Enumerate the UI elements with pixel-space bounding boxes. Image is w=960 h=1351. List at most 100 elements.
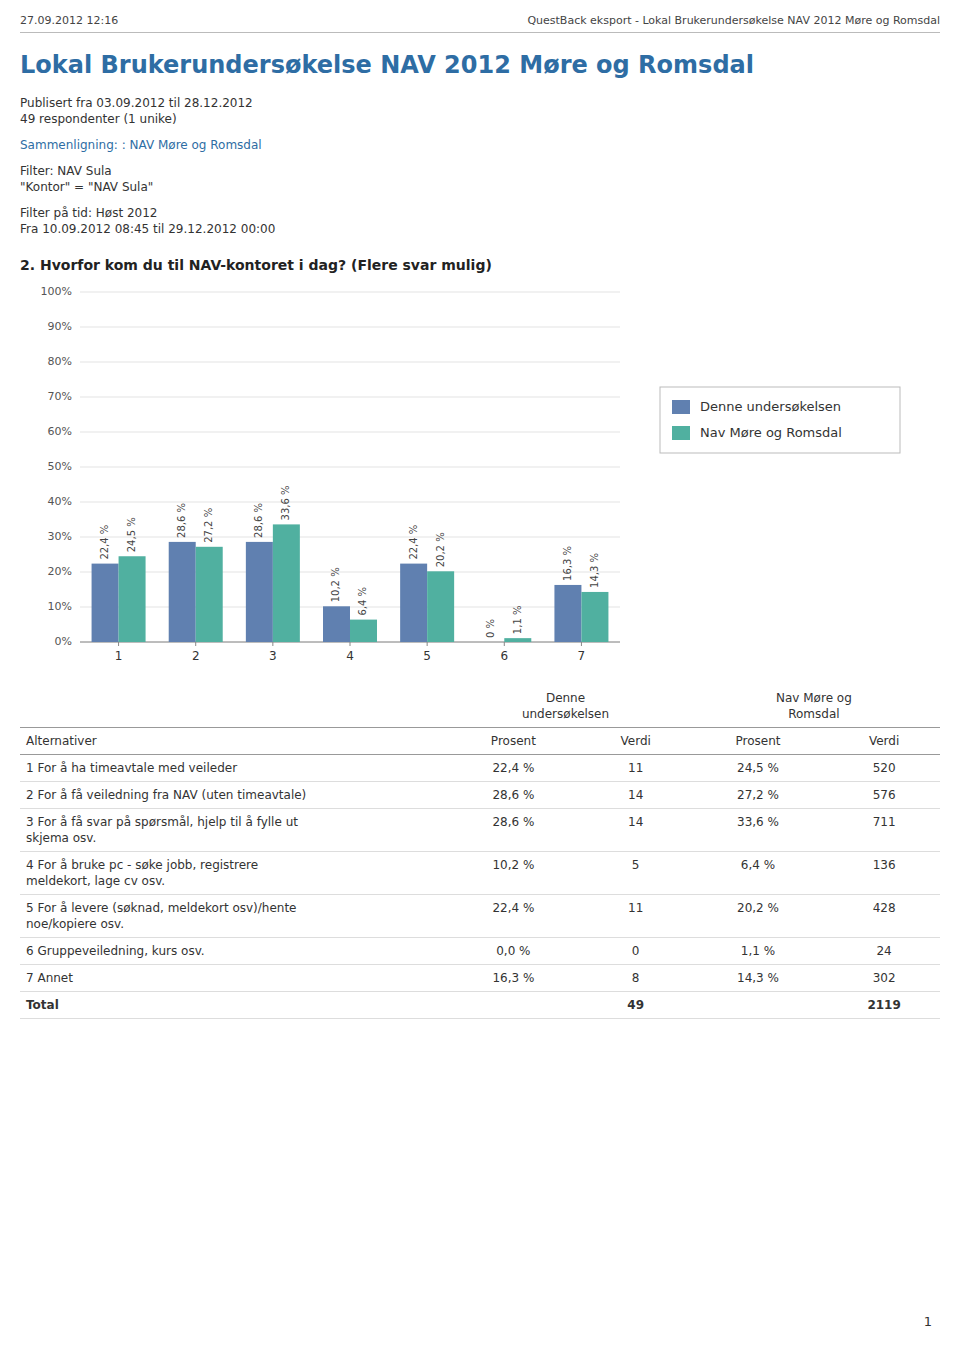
table-row: Total492119: [20, 992, 940, 1019]
bar: [169, 542, 196, 642]
table-cell: 302: [828, 965, 940, 992]
table-row: 2 For å få veiledning fra NAV (uten time…: [20, 782, 940, 809]
filter: "Kontor" = "NAV Sula": [20, 179, 940, 195]
table-cell: [443, 992, 583, 1019]
table-row: 4 For å bruke pc - søke jobb, registrere…: [20, 852, 940, 895]
data-label: 33,6 %: [280, 485, 291, 520]
table-row: 1 For å ha timeavtale med veileder22,4 %…: [20, 755, 940, 782]
subtitle: 49 respondenter (1 unike): [20, 111, 940, 127]
table-cell: 4 For å bruke pc - søke jobb, registrere…: [20, 852, 443, 895]
table-cell: 5 For å levere (søknad, meldekort osv)/h…: [20, 895, 443, 938]
x-tick-label: 4: [346, 649, 354, 663]
grid-line: [80, 292, 620, 293]
table-cell: 20,2 %: [688, 895, 828, 938]
x-tick: [118, 642, 119, 646]
x-tick: [350, 642, 351, 646]
bar: [273, 524, 300, 642]
y-tick-label: 40%: [48, 495, 72, 508]
legend-label: Denne undersøkelsen: [700, 399, 841, 414]
x-tick-label: 2: [192, 649, 200, 663]
main-title: Lokal Brukerundersøkelse NAV 2012 Møre o…: [20, 51, 940, 79]
table-cell: Total: [20, 992, 443, 1019]
column-header: Verdi: [828, 728, 940, 755]
bar: [477, 642, 504, 643]
data-label: 10,2 %: [331, 567, 342, 602]
data-label: 6,4 %: [358, 587, 369, 616]
bar: [119, 556, 146, 642]
x-tick: [272, 642, 273, 646]
table-cell: 0: [584, 938, 688, 965]
table-cell: 711: [828, 809, 940, 852]
x-tick: [427, 642, 428, 646]
bar: [246, 542, 273, 642]
data-label: 28,6 %: [253, 503, 264, 538]
table-row: 7 Annet16,3 %814,3 %302: [20, 965, 940, 992]
chart: 0%10%20%30%40%50%60%70%80%90%100%22,4 %2…: [20, 277, 940, 677]
table-cell: 24,5 %: [688, 755, 828, 782]
table-cell: [688, 992, 828, 1019]
y-tick-label: 60%: [48, 425, 72, 438]
x-tick-label: 1: [115, 649, 123, 663]
table-cell: 520: [828, 755, 940, 782]
table-cell: 27,2 %: [688, 782, 828, 809]
bar: [92, 564, 119, 642]
table-cell: 14,3 %: [688, 965, 828, 992]
table-cell: 16,3 %: [443, 965, 583, 992]
comparison: Sammenligning: : NAV Møre og Romsdal: [20, 137, 940, 153]
data-label: 22,4 %: [408, 525, 419, 560]
table-cell: 10,2 %: [443, 852, 583, 895]
time-filter: Fra 10.09.2012 08:45 til 29.12.2012 00:0…: [20, 221, 940, 237]
data-label: 16,3 %: [562, 546, 573, 581]
grid-line: [80, 432, 620, 433]
y-tick-label: 30%: [48, 530, 72, 543]
data-label: 1,1 %: [512, 606, 523, 635]
data-labels: 22,4 %28,6 %28,6 %10,2 %22,4 %0 %16,3 %2…: [99, 485, 600, 638]
table-cell: 14: [584, 782, 688, 809]
table-cell: 6,4 %: [688, 852, 828, 895]
table-cell: 5: [584, 852, 688, 895]
table-cell: 24: [828, 938, 940, 965]
column-header: Alternativer: [20, 728, 443, 755]
bar: [323, 606, 350, 642]
grid-line: [80, 467, 620, 468]
y-tick-label: 90%: [48, 320, 72, 333]
table-cell: 1,1 %: [688, 938, 828, 965]
bar: [504, 638, 531, 642]
page-header: 27.09.2012 12:16QuestBack eksport - Loka…: [20, 14, 940, 33]
table-row: 5 For å levere (søknad, meldekort osv)/h…: [20, 895, 940, 938]
table-cell: 428: [828, 895, 940, 938]
table-row: 3 For å få svar på spørsmål, hjelp til å…: [20, 809, 940, 852]
table-header: AlternativerProsentVerdiProsentVerdi: [20, 728, 940, 755]
bar: [581, 592, 608, 642]
x-tick-label: 3: [269, 649, 277, 663]
x-tick-label: 6: [500, 649, 508, 663]
legend-label: Nav Møre og Romsdal: [700, 425, 842, 440]
data-label: 20,2 %: [435, 532, 446, 567]
y-tick-label: 70%: [48, 390, 72, 403]
y-tick-label: 0%: [55, 635, 72, 648]
table-cell: 2 For å få veiledning fra NAV (uten time…: [20, 782, 443, 809]
table-cell: 28,6 %: [443, 809, 583, 852]
y-tick-label: 10%: [48, 600, 72, 613]
group-header: Denne undersøkelsen: [443, 685, 688, 728]
column-header: Prosent: [443, 728, 583, 755]
table: Denne undersøkelsenNav Møre og RomsdalAl…: [20, 685, 940, 1019]
column-header: Prosent: [688, 728, 828, 755]
page-number: 1: [924, 1314, 932, 1329]
table-cell: 22,4 %: [443, 755, 583, 782]
data-label: 14,3 %: [589, 553, 600, 588]
x-tick-label: 7: [578, 649, 586, 663]
chart-title: 2. Hvorfor kom du til NAV-kontoret i dag…: [20, 257, 940, 273]
y-tick-label: 100%: [41, 285, 72, 298]
y-tick-label: 80%: [48, 355, 72, 368]
table-cell: 22,4 %: [443, 895, 583, 938]
table-cell: 33,6 %: [688, 809, 828, 852]
grid-line: [80, 397, 620, 398]
table-cell: 6 Gruppeveiledning, kurs osv.: [20, 938, 443, 965]
legend-frame: [660, 387, 900, 453]
table-cell: 11: [584, 755, 688, 782]
grid-line: [80, 572, 620, 573]
data-label: 22,4 %: [99, 525, 110, 560]
bar: [196, 547, 223, 642]
subtitle: Publisert fra 03.09.2012 til 28.12.2012: [20, 95, 940, 111]
